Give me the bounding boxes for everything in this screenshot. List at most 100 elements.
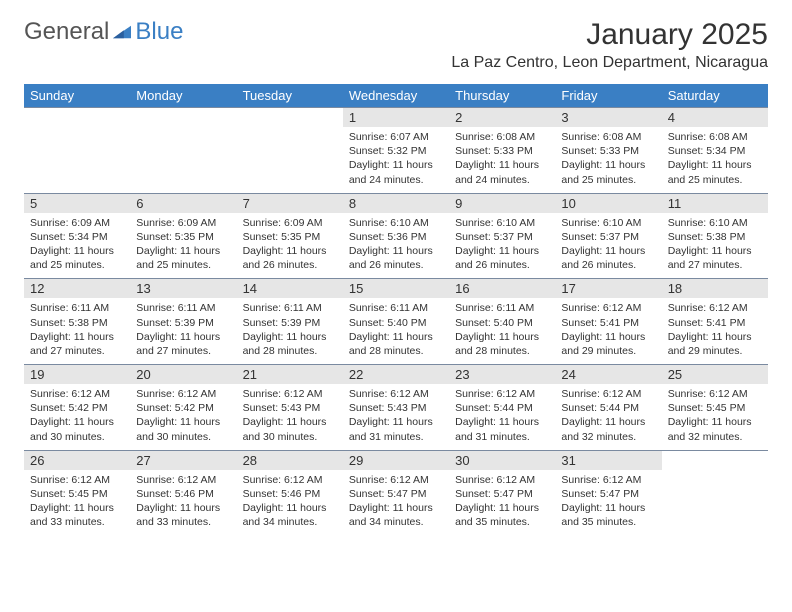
empty-cell <box>662 451 768 511</box>
day-number: 28 <box>237 451 343 470</box>
sunset-line: Sunset: 5:45 PM <box>30 487 124 501</box>
day-cell: 11Sunrise: 6:10 AMSunset: 5:38 PMDayligh… <box>662 193 768 279</box>
day-number: 5 <box>24 194 130 213</box>
day-cell: 30Sunrise: 6:12 AMSunset: 5:47 PMDayligh… <box>449 450 555 535</box>
day-cell: 10Sunrise: 6:10 AMSunset: 5:37 PMDayligh… <box>555 193 661 279</box>
sunset-line: Sunset: 5:33 PM <box>561 144 655 158</box>
day-cell: 22Sunrise: 6:12 AMSunset: 5:43 PMDayligh… <box>343 365 449 451</box>
day-body: Sunrise: 6:12 AMSunset: 5:47 PMDaylight:… <box>449 470 555 536</box>
sunrise-line: Sunrise: 6:11 AM <box>243 301 337 315</box>
day-number: 18 <box>662 279 768 298</box>
day-body: Sunrise: 6:12 AMSunset: 5:41 PMDaylight:… <box>555 298 661 364</box>
sunset-line: Sunset: 5:42 PM <box>30 401 124 415</box>
day-number: 8 <box>343 194 449 213</box>
daylight-line: Daylight: 11 hours and 26 minutes. <box>349 244 443 272</box>
day-number: 31 <box>555 451 661 470</box>
daylight-line: Daylight: 11 hours and 31 minutes. <box>349 415 443 443</box>
day-cell: 29Sunrise: 6:12 AMSunset: 5:47 PMDayligh… <box>343 450 449 535</box>
day-body: Sunrise: 6:10 AMSunset: 5:38 PMDaylight:… <box>662 213 768 279</box>
day-body: Sunrise: 6:07 AMSunset: 5:32 PMDaylight:… <box>343 127 449 193</box>
daylight-line: Daylight: 11 hours and 28 minutes. <box>243 330 337 358</box>
sunrise-line: Sunrise: 6:08 AM <box>455 130 549 144</box>
day-number: 27 <box>130 451 236 470</box>
sunrise-line: Sunrise: 6:12 AM <box>243 473 337 487</box>
sunset-line: Sunset: 5:37 PM <box>561 230 655 244</box>
daylight-line: Daylight: 11 hours and 27 minutes. <box>136 330 230 358</box>
day-body: Sunrise: 6:11 AMSunset: 5:38 PMDaylight:… <box>24 298 130 364</box>
sunset-line: Sunset: 5:44 PM <box>455 401 549 415</box>
title-block: January 2025 La Paz Centro, Leon Departm… <box>451 18 768 72</box>
day-cell: 24Sunrise: 6:12 AMSunset: 5:44 PMDayligh… <box>555 365 661 451</box>
sunset-line: Sunset: 5:46 PM <box>136 487 230 501</box>
day-cell: 27 Sunrise: 6:12 AMSunset: 5:46 PMDayligh… <box>130 450 236 535</box>
daylight-line: Daylight: 11 hours and 24 minutes. <box>455 158 549 186</box>
day-number: 11 <box>662 194 768 213</box>
sunrise-line: Sunrise: 6:12 AM <box>136 473 230 487</box>
sunrise-line: Sunrise: 6:10 AM <box>349 216 443 230</box>
day-number: 3 <box>555 108 661 127</box>
day-cell: 25Sunrise: 6:12 AMSunset: 5:45 PMDayligh… <box>662 365 768 451</box>
sunrise-line: Sunrise: 6:12 AM <box>30 473 124 487</box>
empty-cell <box>130 108 236 168</box>
day-cell: 20Sunrise: 6:12 AMSunset: 5:42 PMDayligh… <box>130 365 236 451</box>
day-cell: 9Sunrise: 6:10 AMSunset: 5:37 PMDaylight… <box>449 193 555 279</box>
day-body: Sunrise: 6:12 AMSunset: 5:42 PMDaylight:… <box>24 384 130 450</box>
day-body: Sunrise: 6:12 AMSunset: 5:44 PMDaylight:… <box>555 384 661 450</box>
calendar-table: SundayMondayTuesdayWednesdayThursdayFrid… <box>24 84 768 535</box>
sunset-line: Sunset: 5:47 PM <box>349 487 443 501</box>
day-cell: 2Sunrise: 6:08 AMSunset: 5:33 PMDaylight… <box>449 108 555 194</box>
day-cell: 16Sunrise: 6:11 AMSunset: 5:40 PMDayligh… <box>449 279 555 365</box>
day-number: 14 <box>237 279 343 298</box>
daylight-line: Daylight: 11 hours and 35 minutes. <box>561 501 655 529</box>
daylight-line: Daylight: 11 hours and 31 minutes. <box>455 415 549 443</box>
sunset-line: Sunset: 5:41 PM <box>668 316 762 330</box>
sunrise-line: Sunrise: 6:08 AM <box>668 130 762 144</box>
day-number: 10 <box>555 194 661 213</box>
day-cell: 19Sunrise: 6:12 AMSunset: 5:42 PMDayligh… <box>24 365 130 451</box>
day-cell <box>130 108 236 194</box>
sunrise-line: Sunrise: 6:12 AM <box>243 387 337 401</box>
day-body: Sunrise: 6:12 AMSunset: 5:43 PMDaylight:… <box>343 384 449 450</box>
day-body: Sunrise: 6:12 AMSunset: 5:42 PMDaylight:… <box>130 384 236 450</box>
day-body: Sunrise: 6:12 AMSunset: 5:47 PMDaylight:… <box>555 470 661 536</box>
day-body: Sunrise: 6:09 AMSunset: 5:35 PMDaylight:… <box>130 213 236 279</box>
sunset-line: Sunset: 5:38 PM <box>30 316 124 330</box>
day-header: Friday <box>555 84 661 108</box>
daylight-line: Daylight: 11 hours and 27 minutes. <box>30 330 124 358</box>
day-number: 24 <box>555 365 661 384</box>
header: General Blue January 2025 La Paz Centro,… <box>24 18 768 72</box>
sunset-line: Sunset: 5:37 PM <box>455 230 549 244</box>
day-cell: 28Sunrise: 6:12 AMSunset: 5:46 PMDayligh… <box>237 450 343 535</box>
sunset-line: Sunset: 5:43 PM <box>349 401 443 415</box>
sunrise-line: Sunrise: 6:12 AM <box>349 387 443 401</box>
sunset-line: Sunset: 5:42 PM <box>136 401 230 415</box>
sunrise-line: Sunrise: 6:12 AM <box>455 387 549 401</box>
daylight-line: Daylight: 11 hours and 30 minutes. <box>243 415 337 443</box>
daylight-line: Daylight: 11 hours and 28 minutes. <box>349 330 443 358</box>
day-number: 22 <box>343 365 449 384</box>
sunset-line: Sunset: 5:40 PM <box>349 316 443 330</box>
day-cell: 3Sunrise: 6:08 AMSunset: 5:33 PMDaylight… <box>555 108 661 194</box>
day-number: 30 <box>449 451 555 470</box>
daylight-line: Daylight: 11 hours and 33 minutes. <box>136 501 230 529</box>
brand-part2: Blue <box>135 18 183 46</box>
sunset-line: Sunset: 5:34 PM <box>668 144 762 158</box>
daylight-line: Daylight: 11 hours and 34 minutes. <box>243 501 337 529</box>
day-body: Sunrise: 6:10 AMSunset: 5:36 PMDaylight:… <box>343 213 449 279</box>
day-body: Sunrise: 6:09 AMSunset: 5:35 PMDaylight:… <box>237 213 343 279</box>
day-number: 17 <box>555 279 661 298</box>
sunset-line: Sunset: 5:33 PM <box>455 144 549 158</box>
day-number: 21 <box>237 365 343 384</box>
sunset-line: Sunset: 5:35 PM <box>136 230 230 244</box>
day-body: Sunrise: 6:12 AMSunset: 5:45 PMDaylight:… <box>24 470 130 536</box>
sunrise-line: Sunrise: 6:12 AM <box>136 387 230 401</box>
day-header-row: SundayMondayTuesdayWednesdayThursdayFrid… <box>24 84 768 108</box>
day-cell: 4Sunrise: 6:08 AMSunset: 5:34 PMDaylight… <box>662 108 768 194</box>
daylight-line: Daylight: 11 hours and 24 minutes. <box>349 158 443 186</box>
week-row: 12Sunrise: 6:11 AMSunset: 5:38 PMDayligh… <box>24 279 768 365</box>
sunset-line: Sunset: 5:32 PM <box>349 144 443 158</box>
triangle-icon <box>113 25 131 39</box>
day-header: Monday <box>130 84 236 108</box>
day-number: 29 <box>343 451 449 470</box>
day-cell: 14Sunrise: 6:11 AMSunset: 5:39 PMDayligh… <box>237 279 343 365</box>
